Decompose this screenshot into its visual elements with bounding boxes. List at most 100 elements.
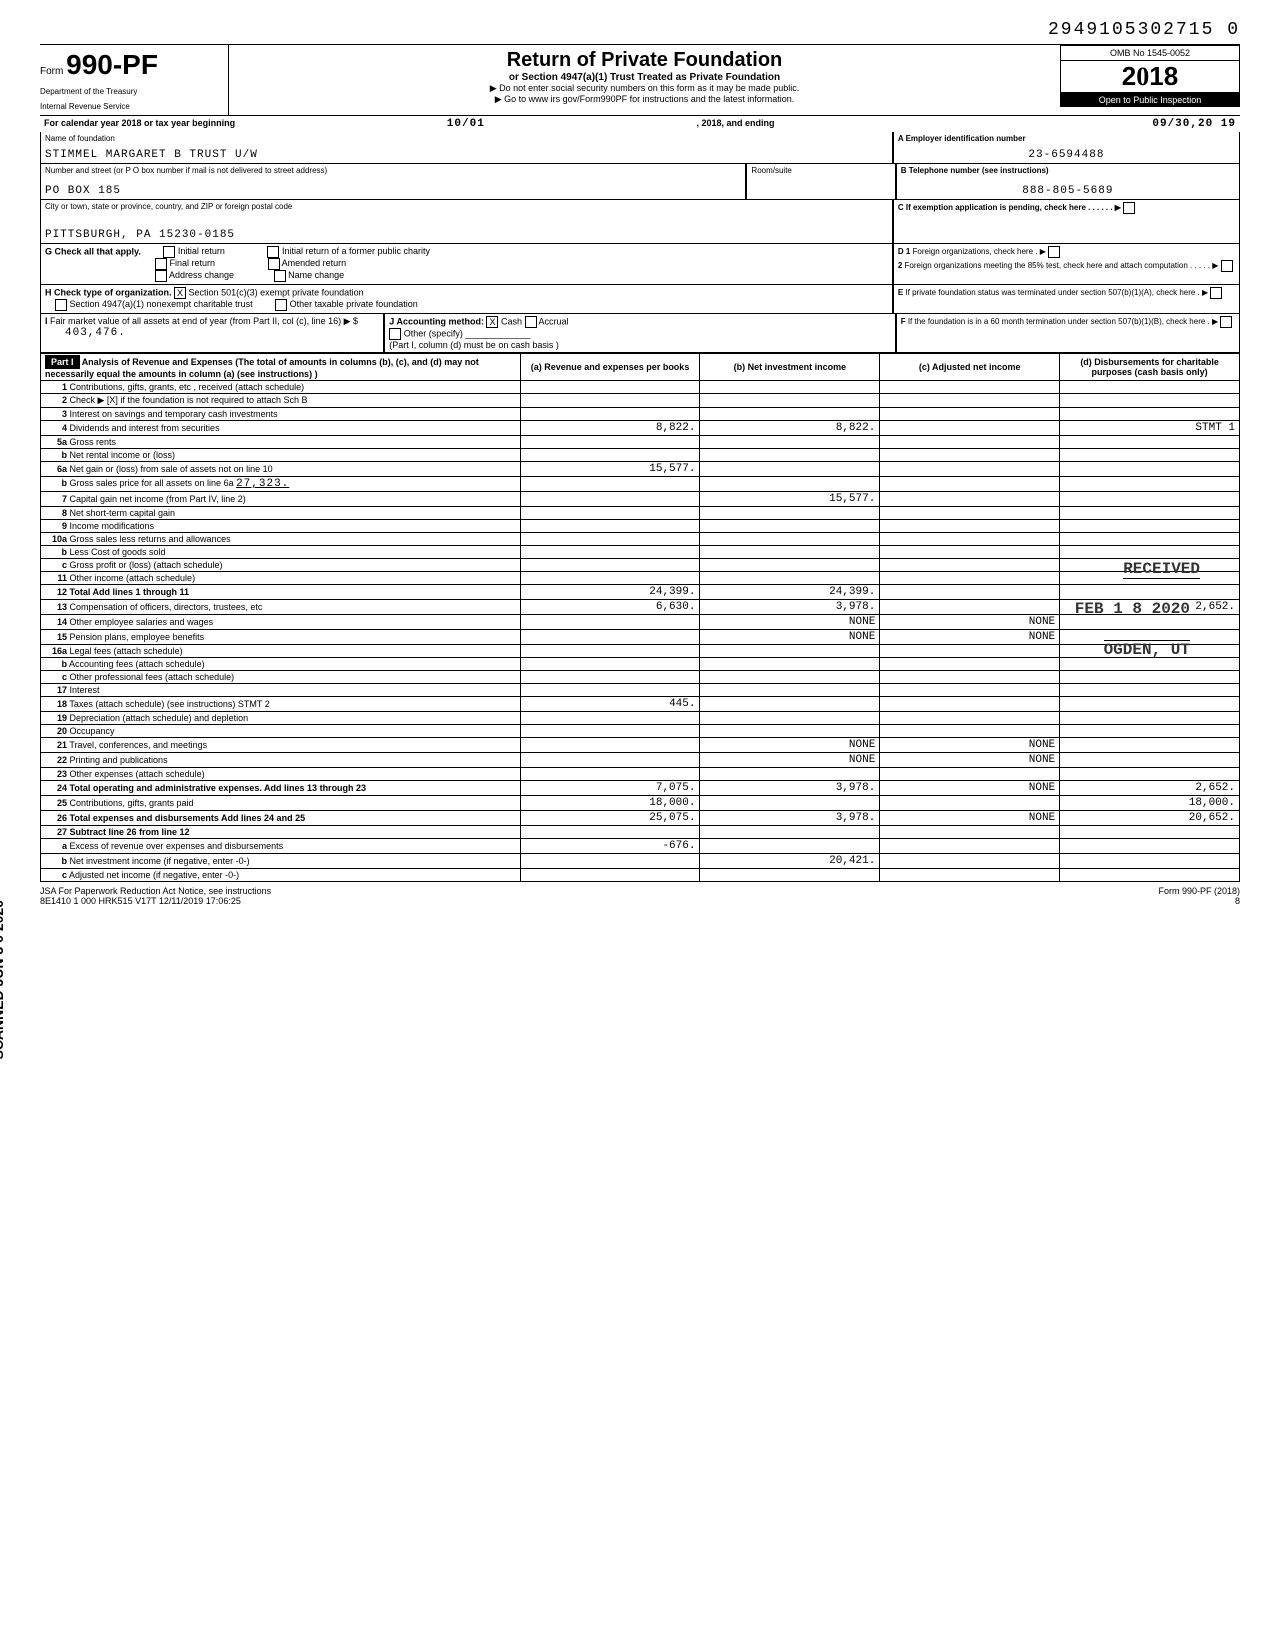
cell-col-b xyxy=(700,449,880,462)
cell-col-c xyxy=(880,725,1060,738)
footer-form: Form 990-PF (2018) xyxy=(1158,886,1240,896)
e-label: E If private foundation status was termi… xyxy=(898,287,1235,299)
cell-col-a xyxy=(520,436,700,449)
cal-end: 09/30,20 19 xyxy=(775,118,1236,130)
cell-col-d: STMT 1 xyxy=(1060,421,1240,436)
e-checkbox[interactable] xyxy=(1210,287,1222,299)
cell-col-a: 445. xyxy=(520,697,700,712)
table-row: 3 Interest on savings and temporary cash… xyxy=(41,408,1240,421)
j-accrual-checkbox[interactable] xyxy=(525,316,537,328)
f-checkbox[interactable] xyxy=(1220,316,1232,328)
g-amended-checkbox[interactable] xyxy=(268,258,280,270)
cell-col-b: 8,822. xyxy=(700,421,880,436)
cell-col-d xyxy=(1060,394,1240,408)
cell-col-b: 3,978. xyxy=(700,600,880,615)
line-label: 2 Check ▶ [X] if the foundation is not r… xyxy=(41,394,521,408)
cell-col-c: NONE xyxy=(880,753,1060,768)
cell-col-d: 18,000. xyxy=(1060,796,1240,811)
cell-col-a xyxy=(520,546,700,559)
cell-col-b xyxy=(700,645,880,658)
table-row: 22 Printing and publicationsNONENONE xyxy=(41,753,1240,768)
cell-col-c xyxy=(880,408,1060,421)
h2-checkbox[interactable] xyxy=(55,299,67,311)
form-note2: ▶ Go to www irs gov/Form990PF for instru… xyxy=(237,94,1052,105)
j-cash: Cash xyxy=(501,316,522,326)
open-public: Open to Public Inspection xyxy=(1060,93,1240,107)
cell-col-c: NONE xyxy=(880,630,1060,645)
cell-col-b xyxy=(700,520,880,533)
cell-col-d xyxy=(1060,854,1240,869)
d1-checkbox[interactable] xyxy=(1048,246,1060,258)
line-label: 3 Interest on savings and temporary cash… xyxy=(41,408,521,421)
col-b: (b) Net investment income xyxy=(700,354,880,381)
cell-col-c xyxy=(880,697,1060,712)
d2-checkbox[interactable] xyxy=(1221,260,1233,272)
table-row: 1 Contributions, gifts, grants, etc , re… xyxy=(41,381,1240,394)
cell-col-c: NONE xyxy=(880,615,1060,630)
cell-col-c xyxy=(880,712,1060,725)
cell-col-b xyxy=(700,572,880,585)
table-row: b Gross sales price for all assets on li… xyxy=(41,477,1240,492)
room-label: Room/suite xyxy=(751,166,890,175)
cell-col-c xyxy=(880,854,1060,869)
cell-col-c xyxy=(880,559,1060,572)
cell-col-d: 2,652. xyxy=(1060,781,1240,796)
line-label: 25 Contributions, gifts, grants paid xyxy=(41,796,521,811)
line-label: 5a Gross rents xyxy=(41,436,521,449)
table-row: 12 Total Add lines 1 through 1124,399.24… xyxy=(41,585,1240,600)
cell-col-d xyxy=(1060,546,1240,559)
name-label: Name of foundation xyxy=(45,134,888,143)
c-checkbox[interactable] xyxy=(1123,202,1135,214)
h3-checkbox[interactable] xyxy=(275,299,287,311)
cell-col-c xyxy=(880,585,1060,600)
cell-col-d xyxy=(1060,462,1240,477)
line-label: 13 Compensation of officers, directors, … xyxy=(41,600,521,615)
g-name-checkbox[interactable] xyxy=(274,270,286,282)
d2-label: 2 Foreign organizations meeting the 85% … xyxy=(898,260,1235,272)
g-final-checkbox[interactable] xyxy=(155,258,167,270)
cell-col-a xyxy=(520,492,700,507)
cell-col-d: 20,652. xyxy=(1060,811,1240,826)
table-row: b Accounting fees (attach schedule) xyxy=(41,658,1240,671)
city: PITTSBURGH, PA 15230-0185 xyxy=(45,229,888,241)
cell-col-b xyxy=(700,712,880,725)
table-row: 11 Other income (attach schedule) xyxy=(41,572,1240,585)
h1-checkbox[interactable]: X xyxy=(174,287,186,299)
foundation-name: STIMMEL MARGARET B TRUST U/W xyxy=(45,149,888,161)
cell-col-a xyxy=(520,671,700,684)
table-row: 7 Capital gain net income (from Part IV,… xyxy=(41,492,1240,507)
g-initial-checkbox[interactable] xyxy=(163,246,175,258)
cell-col-c xyxy=(880,684,1060,697)
form-id-box: Form 990-PF Department of the Treasury I… xyxy=(40,45,229,115)
phone-label: B Telephone number (see instructions) xyxy=(901,166,1235,175)
document-header-number: 2949105302715 0 xyxy=(40,20,1240,40)
cell-col-a xyxy=(520,645,700,658)
j-other-checkbox[interactable] xyxy=(389,328,401,340)
form-title-block: Return of Private Foundation or Section … xyxy=(229,45,1060,109)
cell-col-a xyxy=(520,507,700,520)
cell-col-a xyxy=(520,449,700,462)
table-row: 5a Gross rents xyxy=(41,436,1240,449)
table-row: 2 Check ▶ [X] if the foundation is not r… xyxy=(41,394,1240,408)
h2: Section 4947(a)(1) nonexempt charitable … xyxy=(70,299,253,309)
g-initial-former-checkbox[interactable] xyxy=(267,246,279,258)
g-addr-checkbox[interactable] xyxy=(155,270,167,282)
cell-col-c xyxy=(880,394,1060,408)
omb-number: OMB No 1545-0052 xyxy=(1060,45,1240,61)
j-cash-checkbox[interactable]: X xyxy=(486,316,498,328)
cell-col-a xyxy=(520,408,700,421)
cell-col-a: 6,630. xyxy=(520,600,700,615)
g-initial-former: Initial return of a former public charit… xyxy=(282,246,430,256)
city-label: City or town, state or province, country… xyxy=(45,202,888,211)
line-label: c Gross profit or (loss) (attach schedul… xyxy=(41,559,521,572)
cell-col-d xyxy=(1060,585,1240,600)
cal-text: For calendar year 2018 or tax year begin… xyxy=(44,118,235,130)
table-row: c Adjusted net income (if negative, ente… xyxy=(41,869,1240,882)
cell-col-a xyxy=(520,753,700,768)
cell-col-b: 20,421. xyxy=(700,854,880,869)
line-label: 12 Total Add lines 1 through 11 xyxy=(41,585,521,600)
cell-col-d xyxy=(1060,658,1240,671)
line-label: 22 Printing and publications xyxy=(41,753,521,768)
cell-col-c xyxy=(880,462,1060,477)
cell-col-c xyxy=(880,533,1060,546)
